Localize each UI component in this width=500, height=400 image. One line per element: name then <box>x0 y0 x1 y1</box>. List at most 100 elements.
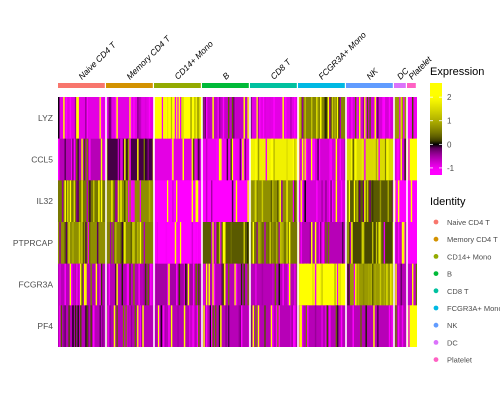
heatmap-cell-stripe <box>294 263 296 306</box>
identity-legend: Naive CD4 T Memory CD4 T CD14+ Mono B CD8 T F… <box>433 218 500 365</box>
heatmap-cell <box>202 138 250 181</box>
identity-legend-dot <box>433 219 439 225</box>
heatmap-cell-stripe <box>73 263 76 306</box>
heatmap-cell-stripe <box>309 222 312 264</box>
heatmap-cell-stripe <box>278 222 280 264</box>
heatmap-cell-stripe <box>244 138 247 181</box>
heatmap-cell-stripe <box>316 97 318 139</box>
heatmap-cell-stripe <box>150 263 152 306</box>
heatmap-cell-stripe <box>144 263 147 306</box>
heatmap-cell-stripe <box>377 97 379 139</box>
gene-label: PTPRCAP <box>13 238 53 248</box>
heatmap-cell-stripe <box>282 263 284 306</box>
heatmap-cell-stripe <box>282 222 284 264</box>
heatmap-cell-stripe <box>229 180 231 223</box>
group-separator <box>153 97 155 347</box>
heatmap-cell-stripe <box>256 222 258 264</box>
heatmap-cell-stripe <box>125 305 127 347</box>
heatmap-cell-stripe <box>164 97 166 139</box>
identity-legend-label: DC <box>447 338 458 347</box>
heatmap-cell-stripe <box>85 97 87 139</box>
heatmap-cell-stripe <box>76 263 78 306</box>
heatmap-cell-stripe <box>277 180 279 223</box>
identity-legend-item: DC <box>433 338 458 347</box>
heatmap-cell-stripe <box>410 180 413 223</box>
heatmap-cell-stripe <box>65 222 68 264</box>
heatmap-cell-stripe <box>400 97 402 139</box>
heatmap-cell-stripe <box>352 305 354 347</box>
heatmap-cell-stripe <box>139 180 142 223</box>
identity-legend-item: B <box>433 270 452 279</box>
group-separator <box>249 97 251 347</box>
heatmap-cell-stripe <box>352 138 354 181</box>
heatmap-cell-stripe <box>288 222 291 264</box>
heatmap-row-fcgr3a <box>58 263 417 306</box>
heatmap-cell-stripe <box>294 138 296 181</box>
heatmap-cell <box>346 305 394 347</box>
heatmap-cell-stripe <box>325 305 327 347</box>
heatmap-cell-stripe <box>329 97 331 139</box>
heatmap-cell-stripe <box>274 263 277 306</box>
heatmap-cell-stripe <box>330 97 332 139</box>
heatmap-cell-stripe <box>339 263 341 306</box>
heatmap-cell-stripe <box>281 180 283 223</box>
heatmap-cell <box>58 305 106 347</box>
heatmap-cell-stripe <box>77 180 79 223</box>
heatmap-cell-stripe <box>290 97 292 139</box>
heatmap-cell-stripe <box>329 305 331 347</box>
group-bar-segment <box>250 83 297 88</box>
heatmap-cell-stripe <box>272 180 274 223</box>
heatmap-cell <box>154 138 202 181</box>
heatmap-cell-stripe <box>357 263 360 306</box>
heatmap-cell-stripe <box>330 180 332 223</box>
heatmap-cell-stripe <box>304 97 306 139</box>
heatmap-cell-stripe <box>137 222 139 264</box>
heatmap-cell-stripe <box>161 97 164 139</box>
heatmap-cell-stripe <box>77 138 79 181</box>
heatmap-cell-stripe <box>362 222 365 264</box>
heatmap-cell-stripe <box>85 305 87 347</box>
heatmap-cell-stripe <box>194 97 196 139</box>
heatmap-cell-stripe <box>64 180 66 223</box>
heatmap-cell <box>154 263 202 306</box>
heatmap-cell-stripe <box>117 138 120 181</box>
heatmap-cell-stripe <box>191 180 194 223</box>
heatmap-cell-stripe <box>301 138 304 181</box>
heatmap-cell-stripe <box>78 263 81 306</box>
heatmap-cell-stripe <box>260 222 262 264</box>
heatmap-cell-stripe <box>216 138 218 181</box>
heatmap-cell-stripe <box>240 263 243 306</box>
heatmap-cell-stripe <box>358 180 361 223</box>
heatmap-cell-stripe <box>264 222 266 264</box>
heatmap-cell-stripe <box>252 305 255 347</box>
heatmap-row-il32 <box>58 180 417 223</box>
heatmap-cell-stripe <box>292 138 295 181</box>
heatmap-cell <box>394 305 407 347</box>
heatmap-cell-stripe <box>356 180 358 223</box>
heatmap-cell-stripe <box>191 305 194 347</box>
heatmap-cell-stripe <box>322 222 325 264</box>
gene-labels: LYZ CCL5 IL32 PTPRCAP FCGR3A PF4 <box>13 113 53 331</box>
heatmap-cell-stripe <box>243 222 245 264</box>
heatmap-cell-stripe <box>178 97 181 139</box>
heatmap-cell-stripe <box>243 97 245 139</box>
heatmap-cell-stripe <box>347 222 349 264</box>
heatmap-cell-stripe <box>138 305 140 347</box>
heatmap-cell-stripe <box>116 305 118 347</box>
heatmap-cell-stripe <box>99 97 101 139</box>
heatmap-cell-stripe <box>355 97 357 139</box>
group-bar-segment <box>58 83 105 88</box>
heatmap-cell-stripe <box>81 263 83 306</box>
heatmap-cell-stripe <box>121 222 124 264</box>
heatmap-cell-stripe <box>93 305 95 347</box>
heatmap-cell-stripe <box>275 222 278 264</box>
heatmap-cell-stripe <box>391 263 393 306</box>
heatmap-cell-stripe <box>285 97 287 139</box>
heatmap-cell-stripe <box>137 305 139 347</box>
heatmap-cell-stripe <box>255 305 257 347</box>
heatmap-cell-stripe <box>172 138 174 181</box>
heatmap-cell-stripe <box>77 97 79 139</box>
heatmap-cell-stripe <box>305 305 308 347</box>
group-bar-segment <box>394 83 406 88</box>
heatmap-cell-stripe <box>366 97 369 139</box>
